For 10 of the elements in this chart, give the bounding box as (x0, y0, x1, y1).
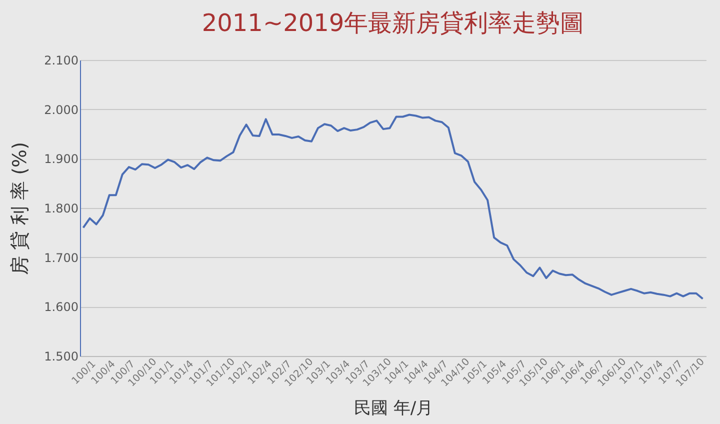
y-tick-label: 1.700 (44, 250, 78, 265)
y-tick-label: 2.000 (44, 102, 78, 117)
x-axis-title: 民國 年/月 (354, 398, 434, 418)
y-tick-label: 1.500 (44, 350, 78, 364)
y-tick-label: 1.900 (44, 152, 78, 166)
y-axis-title: 房 貸 利 率 (%) (9, 142, 32, 276)
y-tick-label: 1.800 (44, 202, 78, 216)
y-tick-label: 2.100 (44, 54, 78, 68)
chart-title: 2011~2019年最新房貸利率走勢圖 (202, 9, 584, 37)
y-tick-label: 1.600 (44, 300, 78, 314)
